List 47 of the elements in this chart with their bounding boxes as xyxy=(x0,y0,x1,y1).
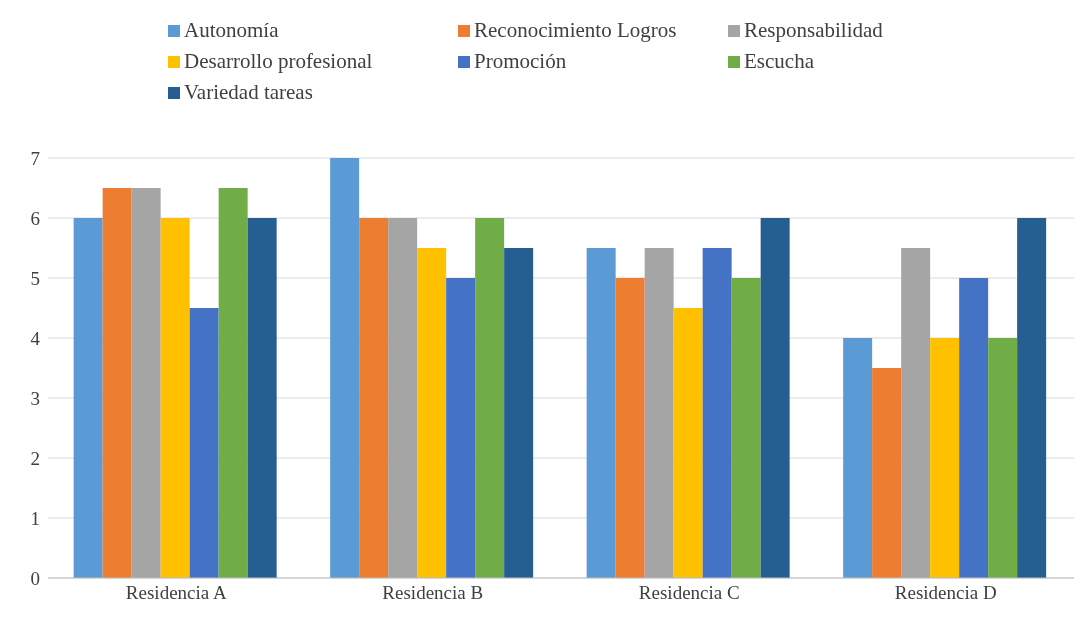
legend-label: Autonomía xyxy=(184,18,279,43)
y-tick-label: 3 xyxy=(30,387,40,409)
y-tick-label: 1 xyxy=(30,507,40,529)
bar xyxy=(446,278,476,578)
bar xyxy=(189,308,219,578)
bar xyxy=(102,188,132,578)
bar xyxy=(160,218,190,578)
bar xyxy=(702,248,732,578)
x-tick-label: Residencia D xyxy=(894,582,997,604)
bar xyxy=(131,188,161,578)
x-tick-label: Residencia B xyxy=(382,582,484,604)
bar xyxy=(330,158,360,578)
legend-label: Reconocimiento Logros xyxy=(474,18,677,43)
y-tick-label: 5 xyxy=(30,267,40,289)
y-tick-label: 2 xyxy=(30,447,40,469)
y-tick-label: 7 xyxy=(30,147,40,169)
bar xyxy=(417,248,447,578)
y-tick-label: 4 xyxy=(30,327,41,349)
legend-label: Escucha xyxy=(744,49,814,74)
legend-label: Desarrollo profesional xyxy=(184,49,373,74)
bar xyxy=(901,248,931,578)
bar xyxy=(73,218,103,578)
bar xyxy=(586,248,616,578)
bar xyxy=(359,218,389,578)
bar xyxy=(218,188,248,578)
legend-label: Responsabilidad xyxy=(744,18,883,43)
bar xyxy=(760,218,790,578)
bar xyxy=(959,278,989,578)
bar xyxy=(872,368,902,578)
bar xyxy=(475,218,505,578)
x-tick-label: Residencia C xyxy=(638,582,740,604)
y-tick-label: 0 xyxy=(30,567,40,589)
bar xyxy=(504,248,534,578)
bar xyxy=(1017,218,1047,578)
bar xyxy=(673,308,703,578)
y-tick-label: 6 xyxy=(30,207,40,229)
x-tick-label: Residencia A xyxy=(125,582,227,604)
bar xyxy=(644,248,674,578)
bar xyxy=(930,338,960,578)
bar xyxy=(615,278,645,578)
bar xyxy=(843,338,873,578)
legend-label: Variedad tareas xyxy=(184,80,313,105)
legend-label: Promoción xyxy=(474,49,567,74)
bar xyxy=(247,218,277,578)
bar xyxy=(388,218,418,578)
bar xyxy=(988,338,1018,578)
bar xyxy=(731,278,761,578)
